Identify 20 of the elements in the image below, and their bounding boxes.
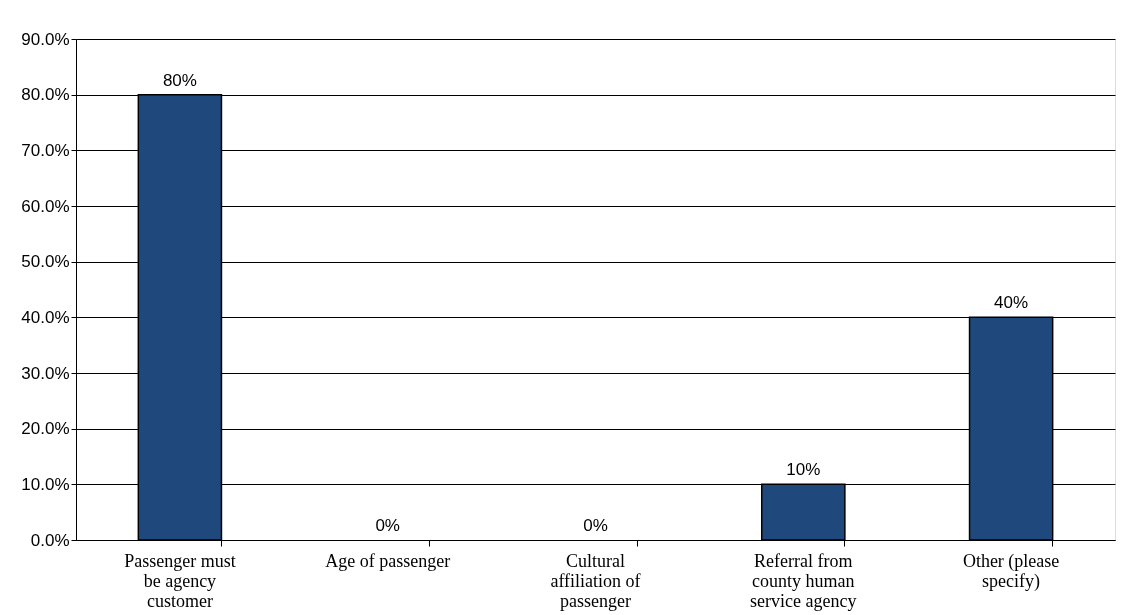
y-tick-label: 80.0% <box>21 85 70 105</box>
y-tick-label: 40.0% <box>21 307 70 327</box>
data-label: 10% <box>786 460 821 480</box>
data-label: 40% <box>994 293 1029 313</box>
data-label: 0% <box>375 516 400 535</box>
x-tick-label: Other (please specify) <box>962 550 1060 592</box>
y-tick-label: 50.0% <box>21 252 70 272</box>
y-tick-label: 90.0% <box>21 29 70 49</box>
y-tick-label: 20.0% <box>21 419 70 439</box>
x-tick-label: Referral from county human service agency <box>750 550 857 611</box>
x-tick-label: Cultural affiliation of passenger <box>550 550 641 611</box>
y-tick-label: 60.0% <box>21 196 70 216</box>
y-tick-label: 10.0% <box>21 474 70 494</box>
y-tick-label: 0.0% <box>30 530 70 550</box>
data-label: 0% <box>583 516 608 535</box>
x-tick-label: Passenger must be agency customer <box>124 550 236 611</box>
x-tick-label: Age of passenger <box>325 550 451 571</box>
y-tick-label: 70.0% <box>21 140 70 160</box>
data-label: 80% <box>162 70 197 90</box>
y-tick-label: 30.0% <box>21 363 70 383</box>
